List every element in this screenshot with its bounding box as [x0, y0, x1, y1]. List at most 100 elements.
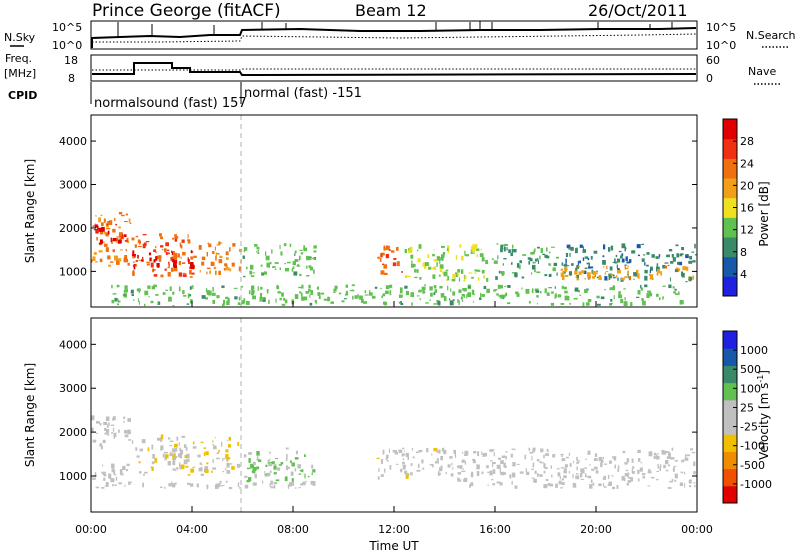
- data-cell: [185, 465, 189, 468]
- data-cell: [182, 262, 186, 264]
- data-cell: [622, 450, 626, 453]
- data-cell: [608, 481, 612, 486]
- data-cell: [381, 295, 383, 298]
- data-cell: [169, 444, 172, 447]
- data-cell: [383, 264, 388, 269]
- data-cell: [409, 246, 413, 252]
- data-cell: [553, 262, 558, 267]
- data-cell: [582, 257, 585, 261]
- data-cell: [383, 272, 388, 275]
- data-cell: [206, 290, 211, 295]
- data-cell: [569, 274, 572, 276]
- data-cell: [692, 260, 696, 263]
- data-cell: [503, 465, 507, 468]
- data-cell: [463, 479, 466, 482]
- data-cell: [485, 259, 488, 265]
- data-cell: [593, 458, 598, 461]
- data-cell: [164, 454, 169, 459]
- data-cell: [226, 462, 230, 468]
- data-cell: [277, 291, 281, 293]
- data-cell: [171, 481, 173, 487]
- data-cell: [279, 267, 281, 270]
- data-cell: [334, 285, 338, 289]
- data-cell: [602, 456, 604, 459]
- colorbar-tick-label: 28: [740, 135, 754, 148]
- data-cell: [313, 250, 317, 253]
- data-cell: [158, 258, 162, 262]
- data-cell: [480, 453, 483, 455]
- data-cell: [542, 253, 545, 255]
- data-cell: [266, 262, 270, 268]
- data-cell: [489, 470, 493, 476]
- data-cell: [445, 269, 449, 272]
- data-cell: [620, 255, 623, 259]
- data-cell: [167, 272, 171, 277]
- data-cell: [124, 484, 126, 487]
- data-cell: [463, 279, 466, 282]
- data-cell: [172, 483, 175, 487]
- data-cell: [141, 439, 146, 444]
- data-cell: [644, 275, 648, 281]
- data-cell: [522, 254, 527, 256]
- data-cell: [688, 260, 693, 264]
- data-cell: [493, 452, 495, 457]
- data-cell: [642, 476, 646, 479]
- data-cell: [688, 479, 692, 484]
- data-cell: [205, 451, 209, 456]
- data-cell: [301, 284, 304, 289]
- data-cell: [179, 465, 182, 470]
- data-cell: [144, 291, 146, 296]
- data-cell: [626, 261, 631, 264]
- data-cell: [560, 272, 563, 277]
- data-cell: [691, 451, 696, 454]
- data-cell: [613, 456, 617, 461]
- data-cell: [118, 212, 123, 215]
- data-cell: [160, 434, 164, 440]
- data-cell: [380, 459, 383, 464]
- data-cell: [98, 227, 103, 232]
- data-cell: [112, 249, 115, 253]
- data-cell: [433, 285, 437, 289]
- data-cell: [578, 290, 580, 293]
- data-cell: [333, 288, 337, 292]
- data-cell: [151, 444, 154, 450]
- data-cell: [219, 480, 222, 484]
- data-cell: [506, 247, 508, 251]
- data-cell: [482, 453, 485, 457]
- data-cell: [554, 294, 556, 300]
- data-cell: [646, 264, 649, 267]
- data-cell: [164, 268, 167, 271]
- data-cell: [92, 477, 96, 480]
- data-cell: [241, 300, 245, 305]
- data-cell: [548, 263, 551, 266]
- data-cell: [571, 263, 574, 266]
- x-tick-label: 08:00: [277, 523, 309, 536]
- data-cell: [308, 265, 312, 268]
- data-cell: [248, 452, 252, 455]
- data-cell: [607, 474, 610, 480]
- data-cell: [537, 473, 539, 477]
- data-cell: [290, 481, 295, 486]
- data-cell: [293, 271, 298, 276]
- data-cell: [452, 467, 454, 470]
- y-tick-label: 3000: [59, 179, 87, 192]
- data-cell: [590, 256, 593, 260]
- data-cell: [184, 455, 187, 458]
- data-cell: [107, 255, 111, 260]
- data-cell: [261, 297, 265, 300]
- data-cell: [584, 256, 589, 259]
- data-cell: [112, 293, 117, 295]
- freq-panel: Freq. [MHz] 18 8 60 0 Nave: [4, 52, 780, 85]
- data-cell: [231, 262, 235, 267]
- data-cell: [120, 473, 124, 476]
- data-cell: [589, 463, 591, 466]
- power-colorbar: 4 8 12 16 20 24 28: [722, 118, 754, 297]
- colorbar-frame: [722, 330, 738, 504]
- data-cell: [212, 459, 214, 463]
- data-cell: [223, 299, 226, 305]
- data-cell: [243, 275, 246, 278]
- data-cell: [154, 457, 158, 463]
- data-cell: [464, 450, 469, 456]
- data-cell: [479, 297, 482, 300]
